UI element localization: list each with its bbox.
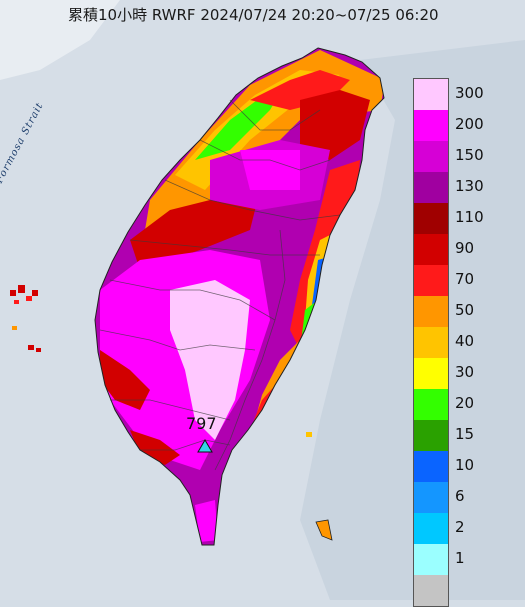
- penghu-rain-patch: [10, 285, 41, 352]
- legend-label: 70: [455, 270, 475, 288]
- legend-swatch: [414, 265, 448, 296]
- legend-label: 300: [455, 84, 484, 102]
- legend-swatch: [414, 482, 448, 513]
- legend-swatch: [414, 141, 448, 172]
- legend-label: 50: [455, 301, 475, 319]
- legend-swatch: [414, 327, 448, 358]
- legend-label: 150: [455, 146, 484, 164]
- legend-swatch: [414, 110, 448, 141]
- legend-label: 20: [455, 394, 475, 412]
- peak-value: 797: [186, 414, 217, 433]
- legend-label: 2: [455, 518, 465, 536]
- legend-label: 90: [455, 239, 475, 257]
- legend-swatch: [414, 358, 448, 389]
- legend-label: 110: [455, 208, 484, 226]
- legend-swatch: [414, 79, 448, 110]
- legend-swatch: [414, 172, 448, 203]
- green-island-patch: [306, 432, 333, 541]
- legend-label: 1: [455, 549, 465, 567]
- legend-label: 130: [455, 177, 484, 195]
- legend-label: 30: [455, 363, 475, 381]
- legend-label: 40: [455, 332, 475, 350]
- legend-swatch: [414, 513, 448, 544]
- legend-swatch: [414, 296, 448, 327]
- map-title: 累積10小時 RWRF 2024/07/24 20:20~07/25 06:20: [68, 6, 439, 24]
- legend-label: 10: [455, 456, 475, 474]
- legend-label: 200: [455, 115, 484, 133]
- legend-swatch: [414, 234, 448, 265]
- legend-swatch: [414, 451, 448, 482]
- legend-swatch: [414, 203, 448, 234]
- peak-triangle-icon: [197, 439, 213, 453]
- legend-label: [455, 574, 515, 605]
- legend-swatch: [414, 544, 448, 575]
- color-legend: [413, 78, 449, 607]
- legend-label: 6: [455, 487, 465, 505]
- legend-swatch: [414, 575, 448, 606]
- legend-swatch: [414, 389, 448, 420]
- legend-label: 15: [455, 425, 475, 443]
- legend-swatch: [414, 420, 448, 451]
- legend-labels: 300 200 150 130 110 90 70 50 40 30 20 15 10 6 2 1: [455, 78, 515, 605]
